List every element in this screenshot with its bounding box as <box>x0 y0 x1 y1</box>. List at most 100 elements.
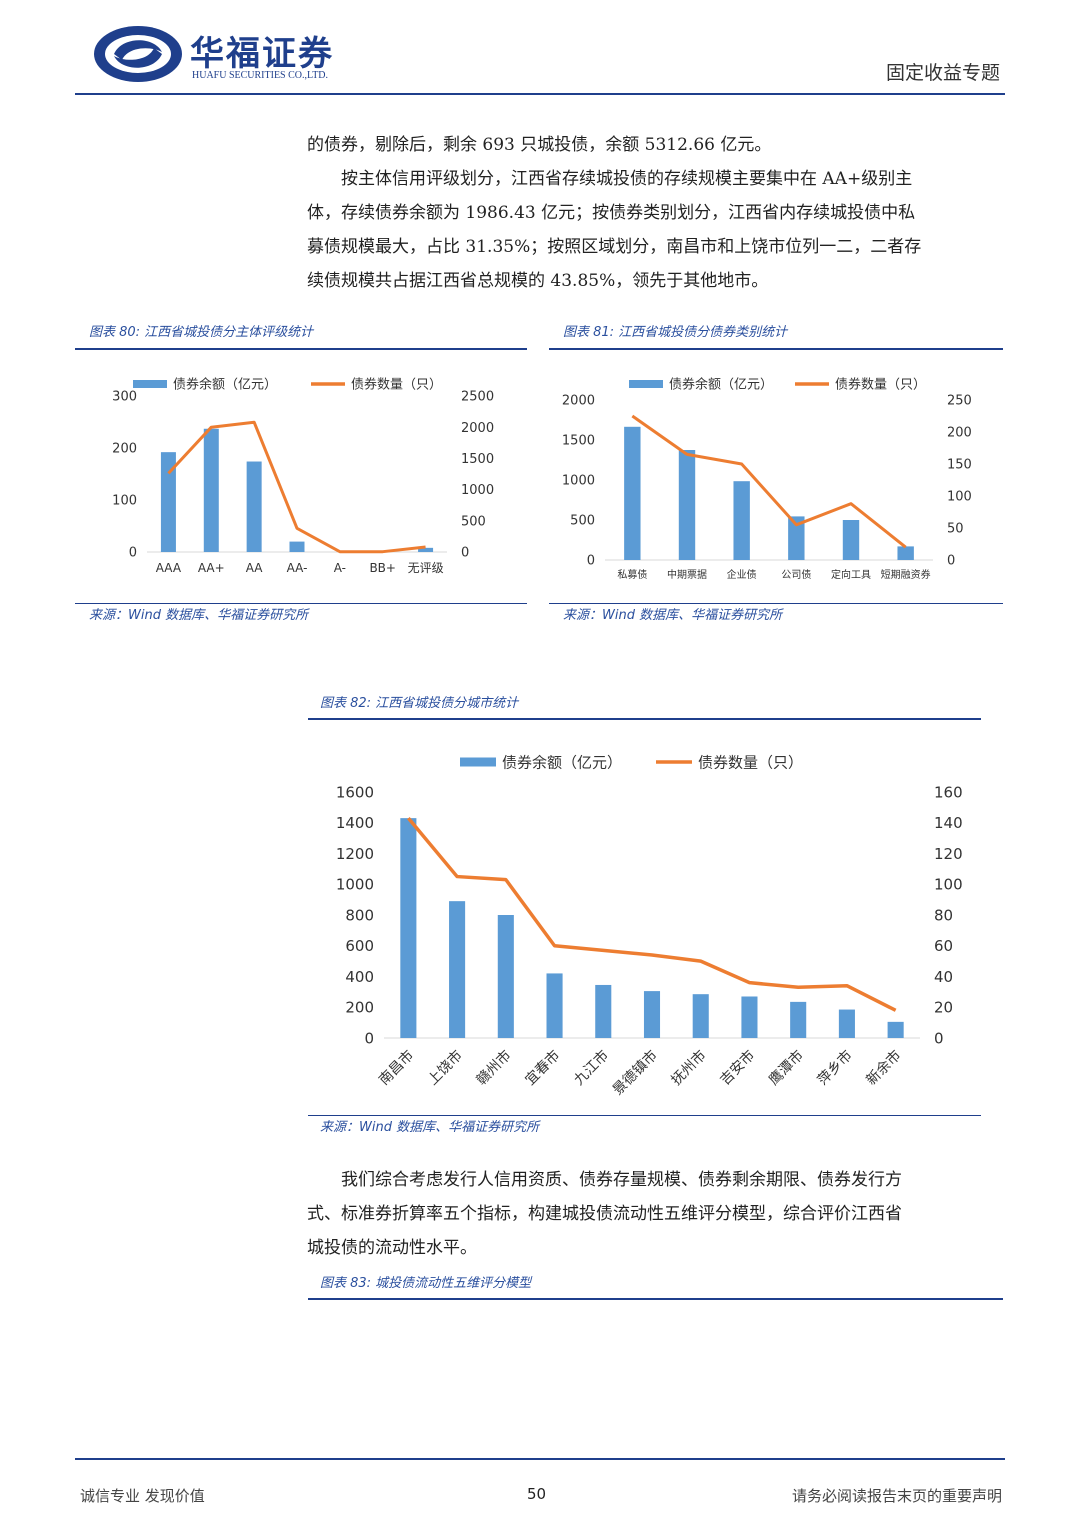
x-tick-label: 吉安市 <box>717 1047 759 1089</box>
y-right-tick-label: 50 <box>947 522 964 537</box>
figure-83-top-rule <box>308 1298 1003 1300</box>
y-right-tick-label: 250 <box>947 394 972 409</box>
legend-bar-label: 债券余额（亿元） <box>502 753 622 771</box>
y-left-tick-label: 800 <box>345 906 374 924</box>
paragraph-line: 按主体信用评级划分，江西省存续城投债的存续规模主要集中在 AA+级别主 <box>341 169 913 189</box>
bar <box>897 546 914 560</box>
y-left-tick-label: 1400 <box>336 814 374 832</box>
y-left-tick-label: 0 <box>129 546 137 561</box>
footer-divider <box>75 1458 1005 1460</box>
footer-slogan: 诚信专业 发现价值 <box>80 1487 205 1505</box>
bar <box>546 973 563 1038</box>
body-text-bottom: 我们综合考虑发行人信用资质、债券存量规模、债券剩余期限、债券发行方 式、标准券折… <box>307 1163 1007 1265</box>
y-right-tick-label: 40 <box>934 968 953 986</box>
x-tick-label: 私募债 <box>617 568 647 581</box>
x-tick-label: 南昌市 <box>375 1047 417 1089</box>
x-tick-label: BB+ <box>369 561 396 575</box>
bar <box>624 426 641 560</box>
paragraph-line: 城投债的流动性水平。 <box>307 1238 477 1258</box>
x-tick-label: AA <box>246 561 264 575</box>
x-tick-label: 企业债 <box>727 568 757 581</box>
bar <box>203 428 219 552</box>
legend-line-label: 债券数量（只） <box>351 377 442 393</box>
paragraph-line: 续债规模共占据江西省总规模的 43.85%，领先于其他地市。 <box>307 271 769 291</box>
legend-bar-label: 债券余额（亿元） <box>173 377 277 393</box>
y-right-tick-label: 0 <box>947 554 955 569</box>
paragraph-line: 募债规模最大，占比 31.35%；按照区域划分，南昌市和上饶市位列一二，二者存 <box>307 237 922 257</box>
figure-82-source: 来源：Wind 数据库、华福证券研究所 <box>320 1120 540 1135</box>
bar <box>887 1021 904 1038</box>
footer-disclaimer: 请务必阅读报告末页的重要声明 <box>791 1487 1002 1505</box>
y-left-tick-label: 600 <box>345 937 374 955</box>
bar <box>246 461 262 552</box>
bar <box>678 450 696 560</box>
y-left-tick-label: 200 <box>345 999 374 1017</box>
paragraph-line: 式、标准券折算率五个指标，构建城投债流动性五维评分模型，综合评价江西省 <box>307 1204 902 1224</box>
figure-83-caption: 图表 83: 城投债流动性五维评分模型 <box>320 1276 532 1291</box>
bar <box>741 996 758 1038</box>
y-left-tick-label: 500 <box>570 514 595 529</box>
figure-81-chart: 债券余额（亿元） 债券数量（只） 0 500 1000 1500 2000 0 50 100 150… <box>562 377 972 581</box>
y-left-tick-label: 1000 <box>336 876 374 894</box>
y-left-tick-label: 100 <box>112 494 137 509</box>
bar <box>733 481 750 560</box>
y-right-tick-label: 0 <box>461 546 469 561</box>
legend-line-label: 债券数量（只） <box>835 377 926 393</box>
figure-81-caption: 图表 81: 江西省城投债分债券类别统计 <box>563 325 788 340</box>
bar <box>643 991 661 1038</box>
y-right-tick-label: 120 <box>934 845 963 863</box>
series-line <box>631 414 907 549</box>
report-section-title: 固定收益专题 <box>885 62 1000 84</box>
x-tick-label: 宜春市 <box>522 1047 564 1089</box>
x-tick-label: 赣州市 <box>473 1047 515 1089</box>
x-tick-label: A- <box>334 561 346 575</box>
y-left-tick-label: 1500 <box>562 434 595 449</box>
y-right-tick-label: 200 <box>947 426 972 441</box>
figure-82-caption: 图表 82: 江西省城投债分城市统计 <box>320 696 519 711</box>
y-right-tick-label: 160 <box>934 783 963 801</box>
y-left-tick-label: 2000 <box>562 394 595 409</box>
figure-80-source: 来源：Wind 数据库、华福证券研究所 <box>89 608 309 623</box>
x-tick-label: 抚州市 <box>668 1047 710 1089</box>
figure-82-chart: 债券余额（亿元） 债券数量（只）0200400600800100012001400… <box>336 753 963 1099</box>
company-logo-icon <box>94 26 182 82</box>
y-left-tick-label: 1000 <box>562 474 595 489</box>
x-tick-label: 定向工具 <box>831 568 871 581</box>
bar <box>418 547 434 552</box>
paragraph-line: 的债券，剔除后，剩余 693 只城投债，余额 5312.66 亿元。 <box>307 135 772 155</box>
x-tick-label: 新余市 <box>863 1047 905 1089</box>
y-right-tick-label: 100 <box>934 876 963 894</box>
figure-80-top-rule <box>75 348 527 350</box>
y-right-tick-label: 500 <box>461 514 486 529</box>
x-tick-label: AA+ <box>198 561 225 575</box>
bar <box>160 452 176 552</box>
x-tick-label: 无评级 <box>408 561 444 575</box>
figure-82-bottom-rule <box>308 1115 981 1116</box>
x-tick-label: 公司债 <box>781 568 811 581</box>
bar <box>400 818 417 1038</box>
bar <box>289 541 305 552</box>
header-divider <box>75 93 1005 95</box>
x-tick-label: 短期融资券 <box>881 568 931 581</box>
body-text-top: 的债券，剔除后，剩余 693 只城投债，余额 5312.66 亿元。 按主体信用… <box>307 128 1007 298</box>
bar <box>838 1009 855 1038</box>
x-tick-label: 景德镇市 <box>609 1047 661 1099</box>
figure-81-top-rule <box>549 348 1003 350</box>
logo-name-cn: 华福证券 <box>190 34 334 74</box>
x-tick-label: 萍乡市 <box>814 1047 856 1089</box>
y-right-tick-label: 1000 <box>461 483 494 498</box>
bar <box>595 984 612 1038</box>
logo-name-en: HUAFU SECURITIES CO.,LTD. <box>192 70 329 81</box>
bar <box>497 915 514 1038</box>
y-left-tick-label: 1600 <box>336 783 374 801</box>
y-right-tick-label: 0 <box>934 1029 944 1047</box>
y-left-tick-label: 0 <box>364 1029 374 1047</box>
figure-80-bottom-rule <box>75 603 527 604</box>
y-right-tick-label: 150 <box>947 458 972 473</box>
y-right-tick-label: 2000 <box>461 421 494 436</box>
y-left-tick-label: 300 <box>112 390 137 405</box>
y-left-tick-label: 200 <box>112 442 137 457</box>
y-right-tick-label: 1500 <box>461 452 494 467</box>
figure-80-caption: 图表 80: 江西省城投债分主体评级统计 <box>89 325 314 340</box>
y-right-tick-label: 2500 <box>461 390 494 405</box>
